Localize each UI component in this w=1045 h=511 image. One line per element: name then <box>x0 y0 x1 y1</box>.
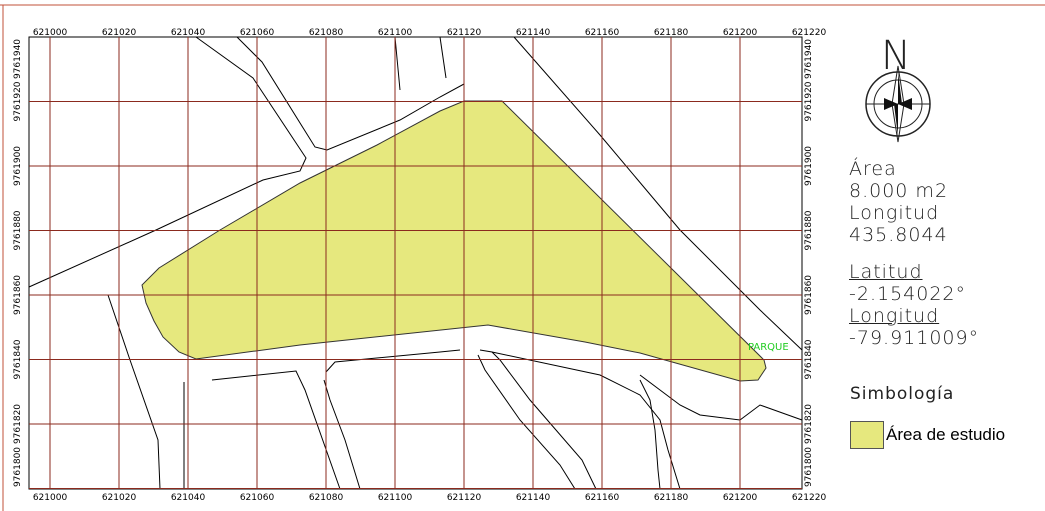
x-tick-label-bottom: 621040 <box>171 493 206 503</box>
y-tick-label-left: 9761860 <box>13 275 23 315</box>
y-tick-label-right: 9761860 <box>804 275 814 315</box>
area-value: 8.000 m2 <box>849 180 949 202</box>
y-tick-label-left: 9761800 <box>13 447 23 487</box>
y-tick-label-left: 9761880 <box>13 210 23 250</box>
y-tick-label-right: 9761800 <box>804 447 814 487</box>
y-tick-label-right: 9761880 <box>804 210 814 250</box>
info-panel: Área 8.000 m2 Longitud 435.8044 <box>849 158 948 246</box>
x-tick-label-bottom: 621100 <box>378 493 413 503</box>
y-tick-label-left: 9761920 <box>13 81 23 121</box>
y-tick-label-left: 9761820 <box>13 404 23 444</box>
x-tick-label-top: 621060 <box>240 28 275 38</box>
x-tick-label-bottom: 621160 <box>585 493 620 503</box>
y-tick-label-right: 9761840 <box>804 339 814 379</box>
y-tick-label-right: 9761900 <box>804 146 814 186</box>
parque-label: PARQUE <box>748 342 789 353</box>
x-tick-label-bottom: 621180 <box>654 493 689 503</box>
x-tick-label-top: 621220 <box>792 28 827 38</box>
longitud-label: Longitud <box>849 202 940 224</box>
x-tick-label-top: 621200 <box>723 28 758 38</box>
y-tick-label-right: 9761920 <box>804 81 814 121</box>
y-tick-label-left: 9761900 <box>13 146 23 186</box>
area-label: Área <box>849 158 897 180</box>
legend: Área de estudio <box>850 421 1005 449</box>
x-tick-label-top: 621020 <box>102 28 137 38</box>
x-tick-label-top: 621120 <box>447 28 482 38</box>
y-tick-label-right: 9761820 <box>804 404 814 444</box>
x-tick-label-bottom: 621000 <box>33 493 68 503</box>
y-tick-label-right: 9761940 <box>804 39 814 79</box>
y-tick-label-left: 9761940 <box>13 39 23 79</box>
coordinates-panel: Latitud -2.154022° Longitud -79.911009° <box>849 261 979 349</box>
legend-title: Simbología <box>850 384 955 404</box>
longitud-coord-value: -79.911009° <box>849 327 980 349</box>
coordinate-ticks: 621000 621000 621020 621020 621040 621040 6210… <box>13 28 826 503</box>
coordinate-grid <box>29 37 802 489</box>
x-tick-label-bottom: 621220 <box>792 493 827 503</box>
legend-label-study-area: Área de estudio <box>886 425 1006 444</box>
x-tick-label-bottom: 621120 <box>447 493 482 503</box>
x-tick-label-top: 621080 <box>309 28 344 38</box>
latitud-value: -2.154022° <box>849 283 967 305</box>
x-tick-label-top: 621000 <box>33 28 68 38</box>
latitud-title: Latitud <box>849 261 923 283</box>
longitud-title: Longitud <box>849 305 940 327</box>
x-tick-label-bottom: 621080 <box>309 493 344 503</box>
x-tick-label-top: 621040 <box>171 28 206 38</box>
x-tick-label-top: 621160 <box>585 28 620 38</box>
compass-rose-icon <box>865 65 931 143</box>
north-arrow: N <box>865 33 931 143</box>
longitud-value: 435.8044 <box>849 224 948 246</box>
y-tick-label-left: 9761840 <box>13 339 23 379</box>
x-tick-label-bottom: 621020 <box>102 493 137 503</box>
x-tick-label-bottom: 621060 <box>240 493 275 503</box>
legend-swatch-study-area <box>850 421 884 449</box>
x-tick-label-top: 621140 <box>516 28 551 38</box>
x-tick-label-top: 621100 <box>378 28 413 38</box>
x-tick-label-bottom: 621140 <box>516 493 551 503</box>
x-tick-label-top: 621180 <box>654 28 689 38</box>
x-tick-label-bottom: 621200 <box>723 493 758 503</box>
